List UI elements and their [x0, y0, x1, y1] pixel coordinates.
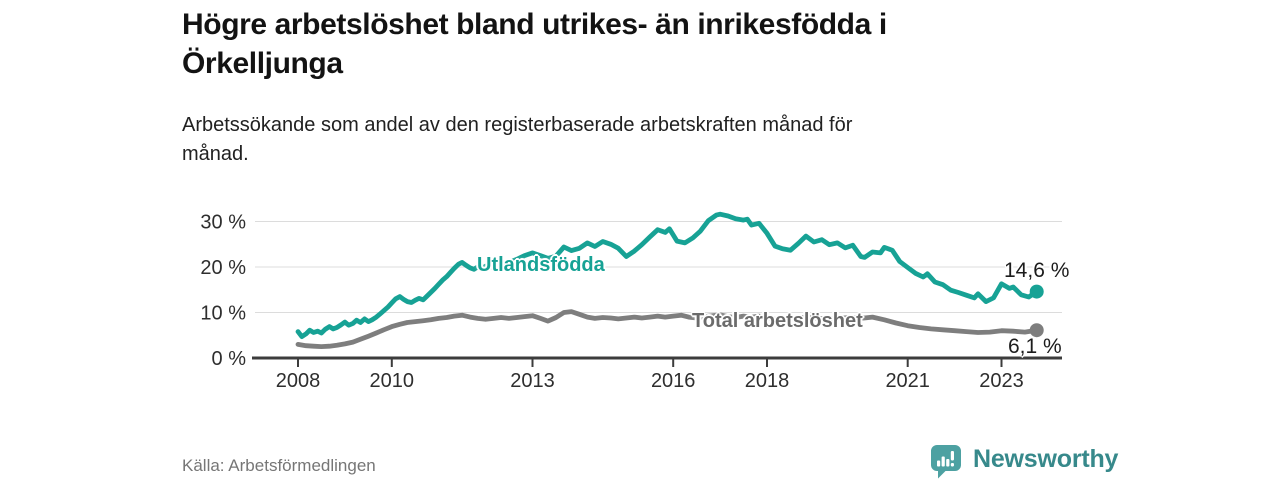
series-label-total-arbetsloshet: Total arbetslöshet — [692, 310, 863, 332]
source-credit: Källa: Arbetsförmedlingen — [182, 456, 376, 475]
x-axis-tick-label: 2013 — [510, 370, 555, 392]
x-axis-tick-label: 2023 — [979, 370, 1024, 392]
series-end-dot-utlandsf-dda — [1029, 284, 1044, 299]
page-title-line2: Örkelljunga — [182, 47, 343, 80]
series-label-utlandsfodda: Utlandsfödda — [477, 254, 605, 276]
page-title-line1: Högre arbetslöshet bland utrikes- än inr… — [182, 8, 887, 41]
series-line-utlandsf-dda — [295, 211, 1040, 340]
y-axis-tick-label: 0 % — [212, 348, 247, 370]
newsworthy-wordmark: Newsworthy — [973, 445, 1119, 473]
page-title: Högre arbetslöshet bland utrikes- än inr… — [182, 5, 887, 83]
x-axis-tick-label: 2021 — [885, 370, 930, 392]
end-value-label-utlandsfodda: 14,6 % — [1004, 259, 1070, 282]
chart-subtitle-line2: månad. — [182, 143, 249, 165]
y-axis-tick-label: 30 % — [200, 212, 246, 234]
y-axis-tick-label: 10 % — [200, 303, 246, 325]
series-line-total-arbetsl-shet — [295, 309, 1040, 350]
x-axis-tick-label: 2010 — [370, 370, 415, 392]
x-axis-tick-label: 2016 — [651, 370, 696, 392]
y-axis-tick-label: 20 % — [200, 257, 246, 279]
x-axis-tick-label: 2018 — [745, 370, 790, 392]
x-axis-tick-label: 2008 — [276, 370, 321, 392]
chart-subtitle-line1: Arbetssökande som andel av den registerb… — [182, 114, 853, 136]
end-value-label-total-arbetsloshet: 6,1 % — [1008, 335, 1062, 358]
newsworthy-logo: Newsworthy — [928, 444, 1118, 480]
series-end-dot-total-arbetsl-shet — [1029, 323, 1044, 338]
newsworthy-bar-chart-speech-bubble-icon — [931, 445, 961, 479]
chart-subtitle: Arbetssökande som andel av den registerb… — [182, 111, 852, 169]
